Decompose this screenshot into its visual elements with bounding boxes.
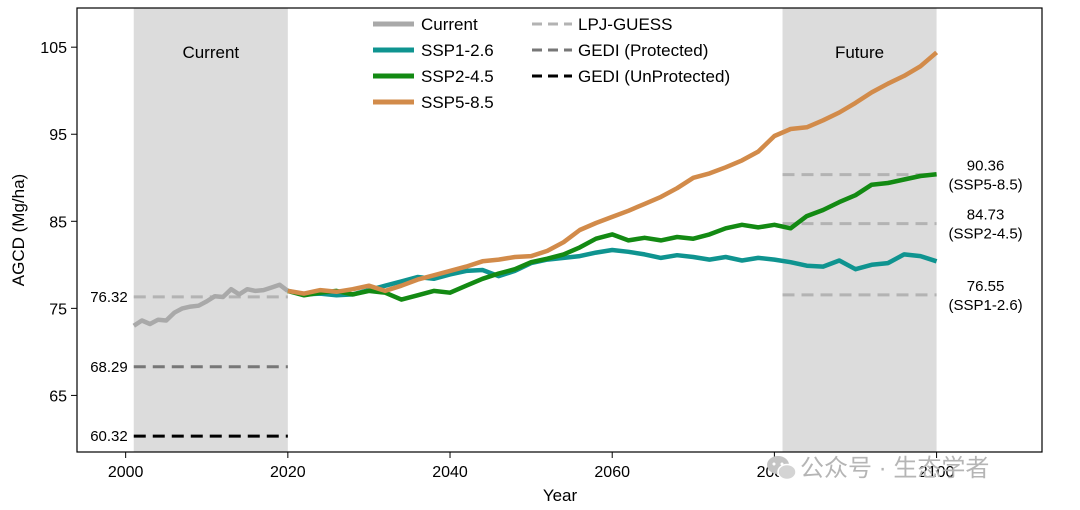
y-tick-label: 85 — [49, 214, 67, 231]
legend-label-gedi-unprotected: GEDI (UnProtected) — [578, 67, 730, 86]
y-tick-label: 105 — [40, 40, 67, 57]
wechat-icon — [767, 456, 797, 481]
legend-label-gedi-protected: GEDI (Protected) — [578, 41, 708, 60]
series-line-current — [132, 282, 290, 328]
legend: Current SSP1-2.6 SSP2-4.5 SSP5-8.5 LPJ-G… — [373, 15, 730, 112]
annotation-ssp126-scenario: (SSP1-2.6) — [948, 297, 1022, 314]
plot-frame — [76, 7, 1043, 453]
annotation-ssp585-scenario: (SSP5-8.5) — [948, 177, 1022, 194]
legend-label-lpj-guess: LPJ-GUESS — [578, 15, 672, 34]
y-axis-ticks: 65 75 85 95 105 — [40, 40, 77, 405]
future-period-region — [782, 8, 937, 452]
series-line-ssp245 — [287, 172, 937, 302]
y-tick-label: 65 — [49, 388, 67, 405]
annotation-gedi-unprotected: 60.32 — [90, 428, 128, 445]
x-tick-label: 2000 — [108, 464, 144, 481]
annotation-gedi-protected: 68.29 — [90, 359, 128, 376]
y-tick-label: 95 — [49, 127, 67, 144]
annotation-ssp245-value: 84.73 — [967, 207, 1005, 224]
legend-label-current: Current — [421, 15, 478, 34]
current-period-region — [133, 8, 288, 452]
watermark-text: 公众号 · 生态学者 — [800, 455, 989, 482]
shaded-regions: Current Future — [133, 8, 937, 452]
annotation-ssp245-scenario: (SSP2-4.5) — [948, 226, 1022, 243]
legend-label-ssp585: SSP5-8.5 — [421, 93, 494, 112]
x-tick-label: 2100 — [919, 464, 955, 481]
watermark: 公众号 · 生态学者 — [767, 455, 989, 482]
future-period-label: Future — [835, 43, 884, 62]
x-axis-ticks: 2000 2020 2040 2060 2080 2100 — [108, 452, 955, 481]
annotation-lpj-current: 76.32 — [90, 289, 128, 306]
legend-label-ssp245: SSP2-4.5 — [421, 67, 494, 86]
data-series — [132, 50, 939, 328]
series-line-ssp585 — [287, 50, 939, 296]
x-tick-label: 2040 — [432, 464, 468, 481]
annotation-ssp585-value: 90.36 — [967, 158, 1005, 175]
x-tick-label: 2020 — [270, 464, 306, 481]
x-axis-title: Year — [543, 486, 578, 505]
current-period-label: Current — [182, 43, 239, 62]
series-line-ssp126 — [287, 247, 938, 298]
y-tick-label: 75 — [49, 301, 67, 318]
x-tick-label: 2060 — [594, 464, 630, 481]
legend-label-ssp126: SSP1-2.6 — [421, 41, 494, 60]
y-axis-title: AGCD (Mg/ha) — [9, 174, 28, 286]
annotation-ssp126-value: 76.55 — [967, 278, 1005, 295]
reference-lines: 76.32 68.29 60.32 90.36 (SSP5-8.5) 84.73… — [90, 158, 1022, 446]
